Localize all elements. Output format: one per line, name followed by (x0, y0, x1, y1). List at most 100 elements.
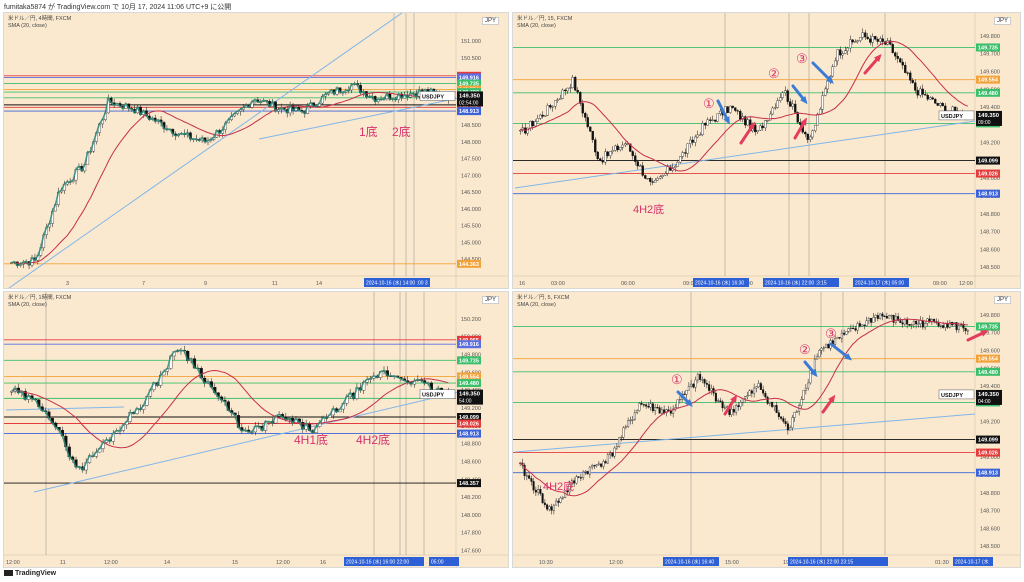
x-highlight-box (364, 278, 430, 287)
candle-body (825, 343, 828, 348)
sma-line (519, 318, 968, 497)
currency-label[interactable]: JPY (994, 17, 1012, 25)
candle-body (784, 421, 787, 424)
chart-canvas[interactable]: 149.800149.700149.600149.500149.400149.3… (513, 13, 1021, 289)
candle-body (896, 56, 899, 59)
chart-canvas[interactable]: 151.000150.500150.000149.500149.000148.5… (4, 13, 509, 289)
candle-body (942, 325, 945, 328)
candle-body (683, 393, 686, 396)
x-tick-label: 3 (66, 281, 69, 287)
y-tick-label: 149.000 (980, 455, 1000, 461)
y-tick-label: 150.200 (461, 317, 481, 323)
candle-body (755, 386, 758, 389)
candle-body (627, 420, 630, 427)
candle-body (534, 121, 537, 127)
candle-body (809, 136, 812, 140)
candle-body (596, 151, 599, 160)
currency-label[interactable]: JPY (994, 296, 1012, 304)
x-highlight-box (693, 278, 749, 287)
candle-body (570, 480, 573, 485)
candle-body (732, 408, 735, 413)
y-tick-label: 149.400 (980, 105, 1000, 111)
chart-canvas[interactable]: 149.800149.700149.600149.500149.400149.3… (513, 292, 1021, 568)
symbol-tag (419, 389, 456, 399)
sma-line (11, 91, 449, 265)
candle-body (876, 315, 879, 319)
level-tag (457, 335, 481, 344)
level-tag (976, 322, 1000, 331)
candle-body (581, 103, 584, 114)
chart-annotation: 2底 (392, 124, 411, 139)
y-tick-label: 148.600 (461, 459, 481, 465)
candle-body (594, 139, 597, 153)
symbol-tag (938, 389, 975, 400)
candle-body (910, 324, 913, 326)
level-tag (457, 356, 481, 365)
tradingview-logo[interactable]: TradingView (4, 570, 56, 577)
candle-body (771, 401, 774, 407)
candle-body (546, 105, 549, 116)
candle-body (804, 387, 807, 391)
candle-body (926, 95, 929, 100)
trend-line (514, 413, 976, 453)
arrow-annotation (716, 99, 730, 123)
candle-body (690, 383, 693, 387)
arrow-head (730, 394, 738, 403)
candle-body (609, 452, 612, 456)
level-tag-label: 149.099 (459, 415, 479, 421)
candle-body (703, 379, 706, 384)
x-highlight-box (853, 278, 909, 287)
candle-body (716, 113, 719, 122)
chart-panel-5m[interactable]: 米ドル／円, 5, FXCM SMA (20, close) JPY 149.80… (512, 291, 1021, 568)
candle-body (804, 132, 807, 135)
candle-body (679, 156, 682, 163)
candle-body (710, 388, 713, 391)
symbol-tag (419, 91, 456, 101)
level-tag-label: 149.026 (459, 422, 479, 428)
chart-panel-1h[interactable]: 米ドル／円, 1時間, FXCM SMA (20, close) JPY 150.… (3, 291, 509, 568)
x-tick-label: 12:00 (959, 281, 973, 287)
arrow-head (723, 116, 730, 125)
candle-body (737, 405, 740, 407)
x-tick-label: 16 (320, 560, 326, 566)
currency-label[interactable]: JPY (482, 17, 500, 25)
candle-body (764, 392, 767, 398)
candle-body (552, 504, 555, 511)
level-tag (976, 43, 1000, 52)
candle-body (636, 161, 639, 167)
candle-body (897, 316, 900, 321)
candle-body (649, 403, 652, 408)
candle-body (659, 176, 662, 179)
y-tick-label: 149.700 (980, 331, 1000, 337)
trend-overlay (11, 349, 449, 472)
candle-body (597, 463, 600, 465)
level-tag (976, 169, 1000, 178)
candle-body (595, 464, 598, 466)
chart-panel-15m[interactable]: 米ドル／円, 15, FXCM SMA (20, close) JPY 149.8… (512, 12, 1021, 289)
currency-label[interactable]: JPY (482, 296, 500, 304)
candle-body (731, 105, 734, 108)
chart-canvas[interactable]: 150.200150.000149.800149.600149.400149.2… (4, 292, 509, 568)
candle-body (559, 497, 562, 503)
candle-body (640, 403, 643, 405)
candle-body (696, 374, 699, 381)
x-tick-label: 12:00 (609, 560, 623, 566)
x-highlight-label: 2024-10-16 (水) 14:00 :00 3 (366, 280, 428, 287)
candle-body (761, 125, 764, 129)
candle-body (646, 177, 649, 180)
trend-line (8, 13, 403, 288)
candle-body (899, 58, 902, 63)
candle-body (865, 320, 868, 326)
candle-body (589, 126, 592, 132)
candle-body (604, 461, 607, 464)
x-tick-label: 12:00 (276, 560, 290, 566)
x-highlight-box (429, 557, 459, 566)
chart-panel-4h[interactable]: 米ドル／円, 4時間, FXCM SMA (20, close) JPY 151.… (3, 12, 509, 289)
chart-annotation: ③ (796, 51, 808, 66)
candle-body (661, 175, 664, 177)
candle-body (525, 475, 528, 477)
x-highlight-label: 2024-10-16 (水) 16:00 22:00 (346, 559, 409, 566)
candle-body (656, 407, 659, 409)
candle-body (955, 322, 958, 330)
candle-body (685, 390, 688, 395)
